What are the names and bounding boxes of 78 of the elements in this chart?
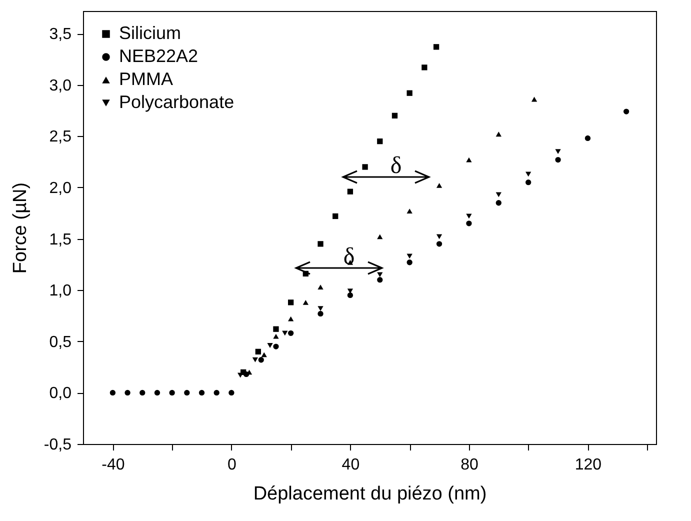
x-tick-label: 40 — [342, 456, 360, 474]
point — [377, 277, 383, 283]
point — [169, 390, 175, 396]
point — [318, 284, 324, 290]
point — [255, 348, 261, 354]
x-tick-label: 120 — [574, 456, 602, 474]
point — [282, 330, 288, 336]
point — [392, 112, 398, 118]
legend-label: Polycarbonate — [119, 92, 234, 112]
point — [228, 390, 234, 396]
point — [124, 390, 130, 396]
point — [377, 272, 383, 278]
point — [252, 357, 258, 362]
point — [154, 390, 160, 396]
point — [214, 390, 220, 396]
annotation: δ — [390, 153, 402, 179]
point — [433, 44, 440, 50]
point — [526, 180, 532, 186]
point — [466, 214, 472, 219]
y-tick-label: -0,5 — [44, 436, 72, 454]
x-tick-label: 80 — [460, 456, 478, 474]
y-axis-title: Force (µN) — [10, 182, 31, 274]
point — [531, 96, 538, 102]
point — [436, 241, 442, 247]
x-tick-label: 0 — [227, 456, 236, 474]
y-tick-label: 1,5 — [49, 231, 72, 248]
y-tick-label: 0,0 — [49, 385, 72, 402]
point — [318, 241, 324, 247]
point — [466, 157, 472, 162]
legend-label: Silicium — [119, 23, 182, 43]
point — [267, 343, 273, 348]
y-tick-label: 3,5 — [49, 26, 72, 44]
point — [406, 254, 412, 259]
point — [496, 132, 502, 137]
point — [184, 390, 190, 396]
point — [347, 188, 354, 194]
point — [496, 200, 502, 206]
y-tick-label: 2,0 — [49, 180, 72, 197]
point — [406, 208, 412, 214]
point — [555, 149, 561, 154]
point — [110, 390, 116, 396]
point — [496, 192, 502, 198]
point — [436, 182, 442, 188]
point — [302, 300, 308, 305]
point — [377, 138, 383, 144]
x-tick-label: -40 — [102, 456, 125, 474]
point — [436, 234, 442, 240]
point — [198, 390, 205, 396]
point — [261, 352, 267, 358]
point — [273, 334, 279, 339]
point — [318, 306, 324, 312]
point — [422, 64, 428, 70]
point — [288, 316, 294, 322]
x-axis-title: Déplacement du piézo (nm) — [253, 484, 487, 504]
legend-label: NEB22A2 — [119, 46, 198, 66]
point — [406, 90, 412, 96]
point — [332, 213, 338, 220]
point — [362, 164, 368, 170]
point — [140, 390, 146, 396]
legend-label: PMMA — [119, 69, 173, 89]
point — [273, 344, 279, 350]
y-tick-label: 2,5 — [49, 128, 72, 146]
point — [288, 300, 294, 306]
point — [466, 220, 472, 226]
point — [526, 172, 532, 177]
point — [377, 234, 383, 240]
point — [623, 108, 630, 114]
point — [288, 330, 294, 336]
point — [318, 310, 324, 317]
point — [555, 156, 561, 163]
y-tick-label: 1,0 — [49, 282, 72, 300]
point — [406, 260, 412, 266]
point — [273, 326, 279, 332]
point — [347, 292, 354, 298]
y-tick-label: 0,5 — [49, 334, 72, 351]
point — [584, 135, 591, 142]
y-tick-label: 3,0 — [49, 77, 72, 94]
point — [258, 357, 264, 363]
